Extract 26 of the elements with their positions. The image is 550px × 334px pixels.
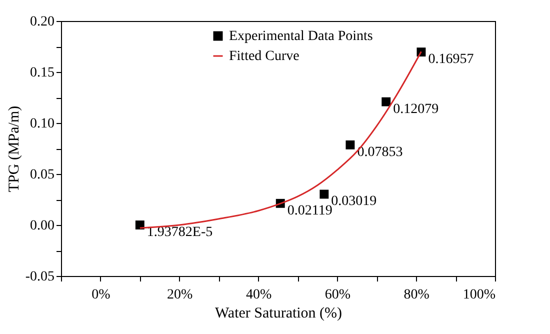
x-tick-label: 60% [324, 288, 351, 302]
x-tick-label: 40% [246, 288, 272, 302]
data-label: 0.12079 [393, 102, 439, 117]
data-label: 0.03019 [331, 194, 377, 210]
y-tick-label: 0.10 [30, 116, 54, 132]
point [346, 140, 355, 150]
y-tick-label: 0.15 [30, 66, 54, 80]
x-tick-label: 80% [404, 288, 430, 302]
point [135, 220, 144, 230]
y-axis-title: TPG (MPa/m) [6, 106, 22, 192]
y-tick-label: 0.05 [30, 168, 54, 182]
legend-label: Fitted Curve [229, 49, 300, 64]
legend-label: Experimental Data Points [229, 29, 373, 44]
x-tick-label: 0% [92, 288, 111, 302]
point [320, 190, 329, 199]
data-label: 1.93782E-5 [146, 224, 213, 240]
x-tick-label: 20% [167, 288, 194, 302]
data-label: 0.07853 [357, 144, 403, 160]
data-label: 0.02119 [287, 203, 332, 218]
point [382, 97, 391, 106]
y-tick-label: 0.20 [30, 14, 54, 30]
data-label: 0.16957 [428, 52, 474, 68]
x-axis-title: Water Saturation (%) [214, 306, 342, 322]
y-tick-label: -0.05 [25, 270, 54, 284]
x-tick-label: 100% [462, 288, 496, 302]
y-tick-label: 0.00 [30, 218, 54, 234]
